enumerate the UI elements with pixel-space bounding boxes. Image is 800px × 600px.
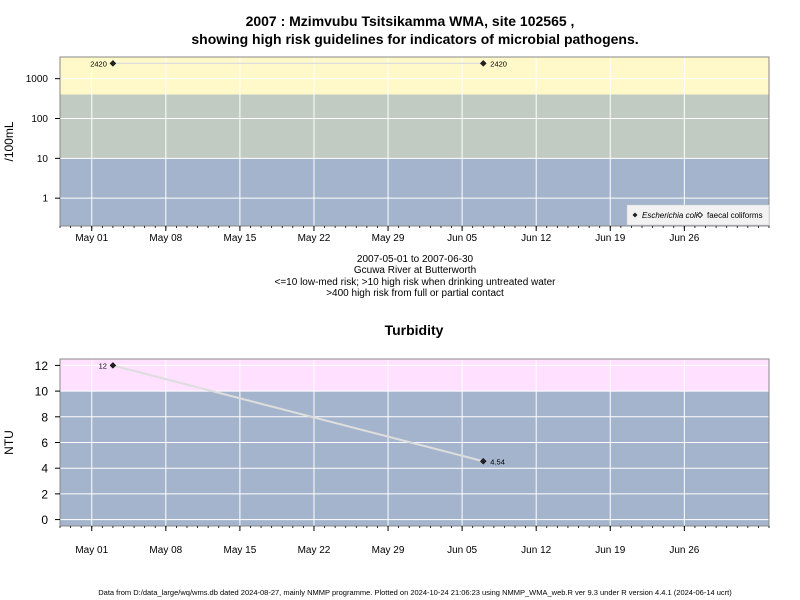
- panel2-x-tick-label: May 01: [75, 545, 108, 556]
- panel2-y-tick-label: 8: [41, 410, 48, 424]
- panel1-x-tick-label: May 15: [223, 233, 256, 244]
- panel2-x-tick-label: Jun 26: [669, 545, 699, 556]
- panel2-y-tick-label: 2: [41, 487, 48, 501]
- panel1-caption-line: <=10 low-med risk; >10 high risk when dr…: [275, 277, 557, 288]
- panel2-x-tick-label: Jun 19: [595, 545, 625, 556]
- panel1-y-tick-label: 1: [42, 194, 48, 205]
- panel2-data-point: [479, 457, 487, 465]
- panel2-y-tick-label: 10: [35, 385, 49, 399]
- panel2-x-tick-label: May 15: [223, 545, 256, 556]
- panel1-plot-frame: [59, 56, 770, 227]
- panel1-caption-line: 2007-05-01 to 2007-06-30: [357, 254, 474, 265]
- panel2-data-label: 4.54: [490, 457, 505, 466]
- panel2-data-label: 12: [99, 361, 107, 370]
- panel2-risk-band-2: [60, 359, 769, 392]
- panel1-data-point: [479, 60, 487, 67]
- panel1-x-tick-label: May 01: [75, 233, 108, 244]
- panel1-legend-entry-1: Escherichia coli: [642, 211, 698, 220]
- panel2-y-tick-label: 6: [41, 436, 48, 450]
- panel1-caption-line: >400 high risk from full or partial cont…: [326, 288, 504, 299]
- panel1-x-tick-label: May 22: [298, 233, 331, 244]
- panel2-series-line: [112, 364, 484, 463]
- panel1-title-line2: showing high risk guidelines for indicat…: [191, 31, 638, 47]
- panel1-legend-marker-filled-diamond: [632, 212, 638, 218]
- panel1-x-tick-label: Jun 19: [595, 233, 625, 244]
- panel2-x-tick-label: May 22: [298, 545, 331, 556]
- panel1-legend-entry-2: faecal coliforms: [707, 211, 763, 220]
- panel2-x-tick-label: Jun 05: [447, 545, 477, 556]
- panel1-y-tick-label: 10: [37, 154, 49, 165]
- panel1-y-tick-label: 1000: [26, 74, 49, 85]
- panel1-x-tick-label: Jun 26: [669, 233, 699, 244]
- panel2-x-tick-label: May 29: [372, 545, 405, 556]
- panel1-caption-line: Gcuwa River at Butterworth: [354, 265, 476, 276]
- footer-note: Data from D:/data_large/wq/wms.db dated …: [98, 588, 732, 597]
- panel2-data-point: [109, 362, 117, 369]
- panel2-y-tick-label: 4: [41, 462, 48, 476]
- panel1-y-tick-label: 100: [31, 114, 48, 125]
- panel1-y-axis-label: /100mL: [2, 121, 16, 161]
- panel1-data-point: [109, 60, 117, 67]
- panel1-x-tick-label: May 08: [149, 233, 182, 244]
- panel2-y-tick-label: 0: [41, 513, 48, 527]
- panel1-data-label: 2420: [490, 59, 507, 68]
- panel1-title-line1: 2007 : Mzimvubu Tsitsikamma WMA, site 10…: [246, 13, 575, 29]
- panel1-x-tick-label: Jun 05: [447, 233, 477, 244]
- panel1-risk-band-3: [60, 57, 769, 95]
- panel2-x-tick-label: May 08: [149, 545, 182, 556]
- panel2-x-tick-label: Jun 12: [521, 545, 551, 556]
- panel1-legend-marker-open-diamond: [696, 211, 704, 219]
- panel1-x-tick-label: Jun 12: [521, 233, 551, 244]
- panel1-x-tick-label: May 29: [372, 233, 405, 244]
- panel2-y-axis-label: NTU: [2, 430, 16, 455]
- panel1-risk-band-2: [60, 94, 769, 159]
- panel2-risk-band-1: [60, 391, 769, 526]
- panel2-y-tick-label: 12: [35, 359, 49, 373]
- panel2-title: Turbidity: [385, 322, 444, 338]
- panel1-data-label: 2420: [90, 59, 107, 68]
